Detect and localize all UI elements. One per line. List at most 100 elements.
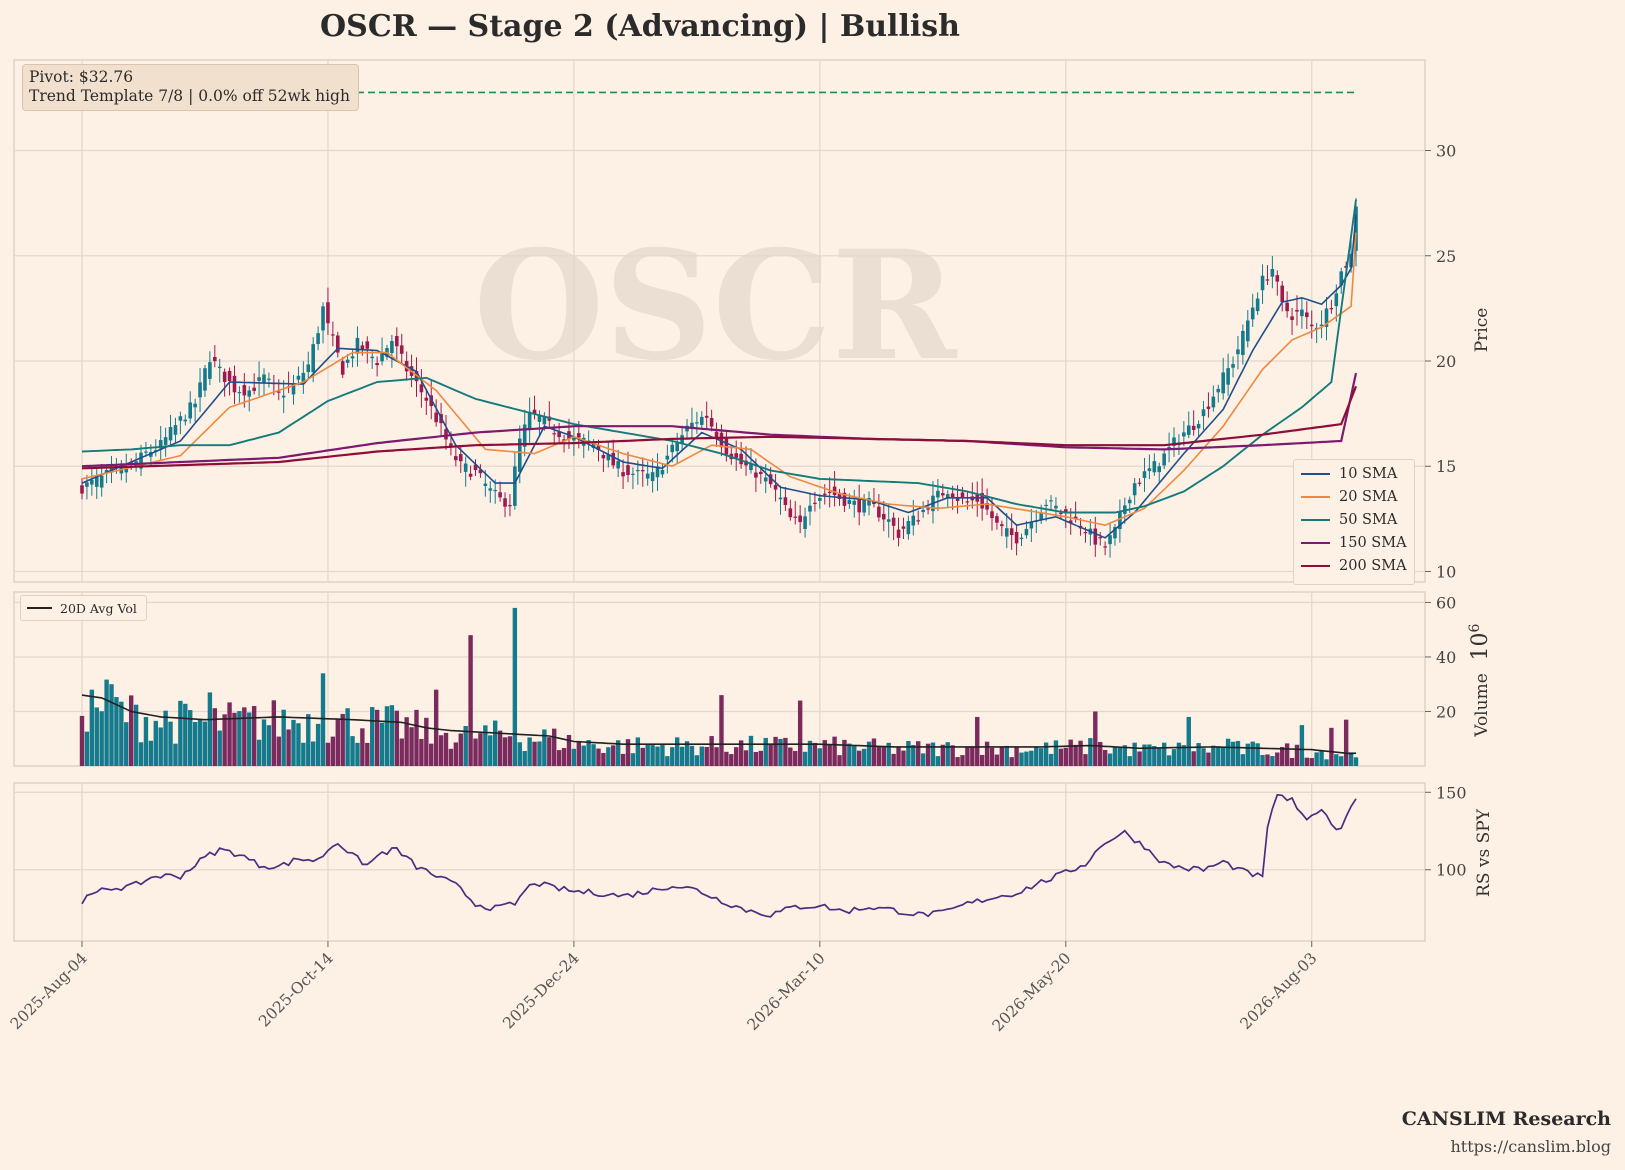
candle-body	[517, 438, 522, 472]
volume-bar	[124, 722, 129, 766]
candle-body	[1250, 307, 1255, 320]
candle-body	[1334, 293, 1339, 307]
volume-bar	[99, 711, 104, 766]
volume-bar	[310, 741, 316, 766]
candle-body	[365, 341, 370, 349]
candle-body	[1329, 308, 1334, 310]
volume-bar	[763, 737, 768, 766]
volume-bar	[1142, 744, 1147, 766]
volume-bar	[896, 746, 901, 766]
rs-panel-frame	[13, 782, 1426, 942]
volume-bar	[286, 729, 291, 766]
candle-body	[1275, 275, 1280, 282]
candle-body	[926, 508, 930, 510]
candle-body	[85, 482, 89, 487]
volume-bar	[1324, 759, 1329, 766]
volume-bar	[802, 751, 808, 766]
candle-body	[483, 483, 488, 486]
volume-bar	[734, 747, 739, 766]
volume-bar	[837, 755, 842, 766]
candle-body	[1137, 482, 1142, 484]
volume-bar	[473, 738, 478, 766]
candle-body	[1280, 285, 1285, 302]
candle-body	[1044, 504, 1048, 507]
candle-body	[857, 499, 861, 513]
volume-bar	[389, 705, 395, 766]
volume-bar	[532, 741, 537, 766]
candle-body	[178, 416, 183, 421]
volume-bar	[94, 707, 99, 766]
candle-body	[183, 419, 188, 422]
volume-bar	[527, 737, 532, 766]
candle-body	[321, 306, 325, 331]
candle-body	[380, 353, 384, 362]
candle-body	[537, 415, 542, 422]
volume-bar	[1009, 757, 1014, 766]
volume-bar	[1294, 744, 1300, 766]
price-tick-label: 20	[1436, 352, 1456, 371]
candle-body	[822, 493, 827, 495]
volume-bar	[419, 738, 424, 766]
volume-bar	[1309, 758, 1314, 766]
footer-brand: CANSLIM Research	[1401, 1108, 1611, 1130]
candle-body	[360, 345, 365, 350]
volume-bar	[753, 751, 759, 766]
volume-bar	[414, 709, 419, 766]
volume-bar	[1211, 745, 1216, 766]
volume-bar	[611, 745, 616, 766]
candle-body	[965, 501, 970, 503]
volume-bar	[1319, 750, 1324, 766]
candle-body	[90, 479, 94, 485]
candle-body	[1260, 275, 1265, 291]
volume-bar	[886, 742, 891, 766]
volume-bar	[694, 755, 700, 766]
sma-200-line	[81, 385, 1358, 470]
volume-bar	[566, 734, 572, 766]
volume-bar	[773, 736, 778, 766]
candle-body	[852, 500, 857, 505]
volume-bar	[955, 757, 960, 766]
candle-body	[640, 470, 645, 472]
legend-label: 200 SMA	[1339, 558, 1407, 574]
volume-bar	[832, 736, 837, 766]
candle-body	[557, 432, 561, 438]
candle-body	[458, 454, 463, 462]
volume-bar	[355, 742, 360, 766]
volume-bar	[183, 703, 188, 766]
candle-body	[1127, 499, 1132, 504]
volume-panel	[79, 607, 1359, 766]
candle-body	[1000, 524, 1004, 527]
candle-body	[198, 382, 202, 398]
candle-body	[1009, 528, 1014, 536]
volume-bar	[1093, 711, 1098, 766]
volume-bar	[542, 729, 547, 766]
volume-bar	[1270, 756, 1275, 766]
volume-bar	[630, 753, 636, 766]
volume-bar	[807, 740, 813, 766]
volume-bar	[1181, 745, 1187, 766]
candle-body	[444, 429, 448, 440]
volume-bar	[79, 715, 85, 766]
candle-body	[252, 387, 256, 391]
volume-bar	[709, 736, 714, 766]
candle-body	[168, 427, 173, 441]
candle-body	[542, 416, 547, 425]
volume-bar	[306, 714, 311, 766]
volume-bar	[404, 717, 409, 766]
volume-bar	[202, 721, 208, 766]
volume-bar	[1107, 753, 1113, 766]
volume-bar	[625, 739, 631, 766]
volume-bar	[261, 719, 267, 766]
volume-bar	[1014, 747, 1019, 766]
candle-body	[267, 378, 271, 380]
volume-bar	[1132, 742, 1137, 766]
candle-body	[818, 498, 822, 501]
candle-body	[454, 456, 458, 461]
grid	[13, 59, 1426, 942]
candle-body	[980, 493, 984, 509]
volume-bar	[1152, 746, 1157, 766]
candle-body	[985, 502, 989, 510]
volume-bar	[1083, 754, 1088, 766]
volume-bar	[793, 750, 798, 766]
volume-bar	[360, 728, 365, 766]
